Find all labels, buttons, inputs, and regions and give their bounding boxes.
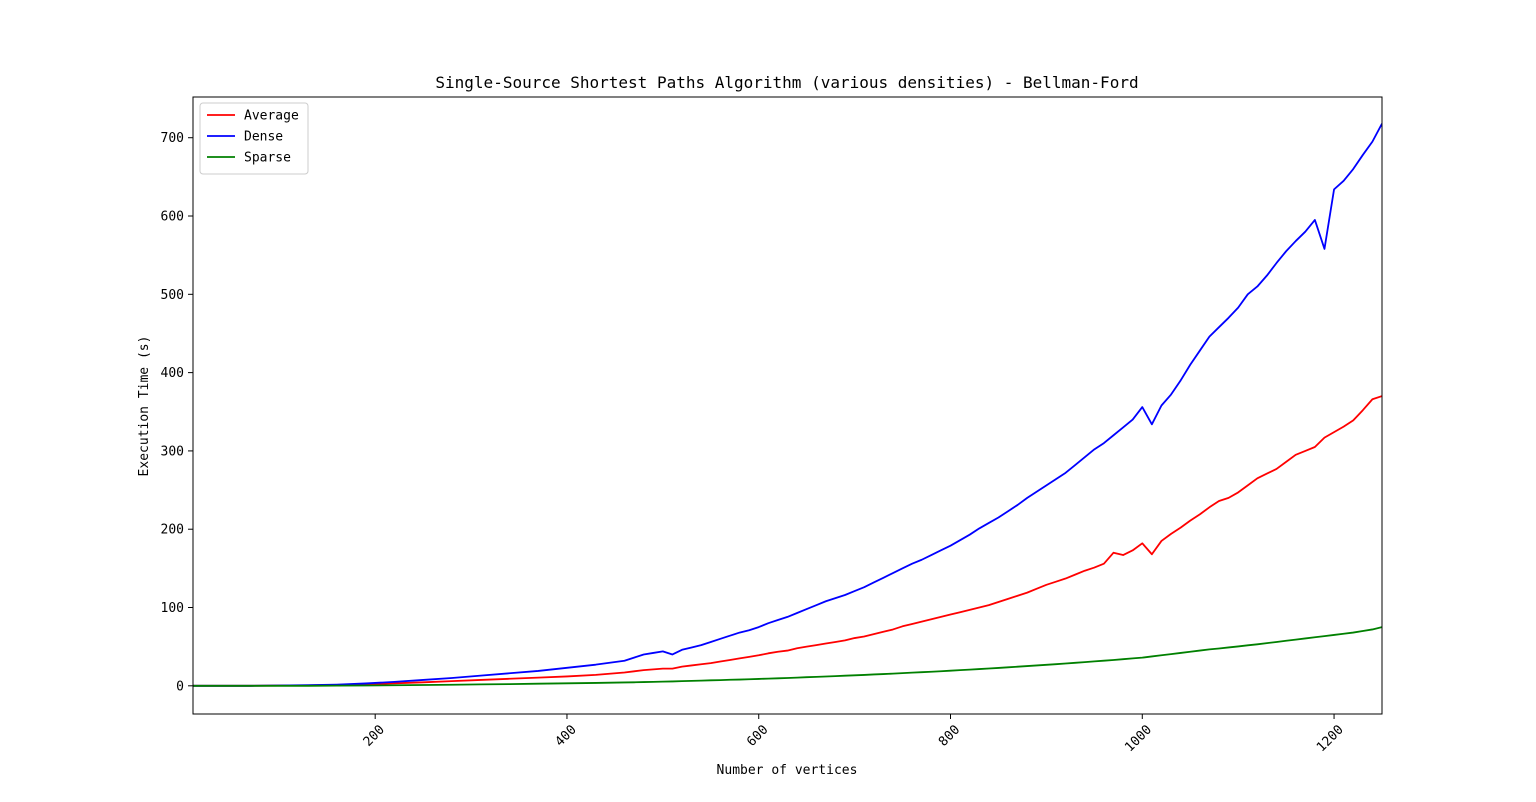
legend-label-sparse: Sparse <box>244 151 291 166</box>
series-line-sparse <box>193 626 1382 687</box>
y-tick-label: 600 <box>161 210 184 225</box>
y-tick-label: 700 <box>161 131 184 146</box>
plot-frame <box>192 96 1383 715</box>
y-axis-label: Execution Time (s) <box>137 336 152 477</box>
y-tick-label: 300 <box>161 444 184 459</box>
y-tick-label: 400 <box>161 366 184 381</box>
y-tick-label: 100 <box>161 601 184 616</box>
y-tick-label: 0 <box>176 679 184 694</box>
y-tick-label: 500 <box>161 288 184 303</box>
legend: Average Dense Sparse <box>199 102 309 175</box>
x-axis-label: Number of vertices <box>717 763 858 778</box>
legend-label-average: Average <box>244 109 299 124</box>
legend-label-dense: Dense <box>244 130 283 145</box>
chart-title: Single-Source Shortest Paths Algorithm (… <box>435 73 1138 92</box>
series-line-dense <box>193 123 1382 687</box>
series-line-average <box>193 395 1382 687</box>
y-tick-label: 200 <box>161 523 184 538</box>
